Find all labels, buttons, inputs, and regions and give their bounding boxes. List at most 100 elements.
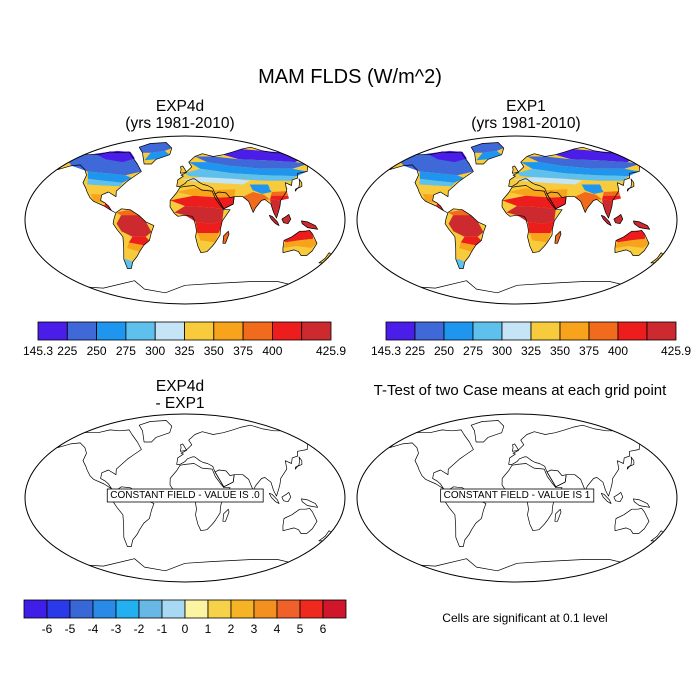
coastline-africa [169, 185, 231, 254]
panel-title-line2: - EXP1 [155, 395, 205, 413]
coastline-australia [614, 507, 650, 534]
flds-field-region [574, 192, 603, 213]
colorbar-tick-label: 425.9 [316, 344, 346, 358]
colorbar-tick-label: 275 [463, 344, 483, 358]
colorbar-swatch [501, 321, 532, 341]
map-exp4d-minus-exp1: CONSTANT FIELD - VALUE IS .0 [24, 413, 346, 583]
flds-field-region [123, 259, 133, 269]
coastline-africa [501, 185, 563, 254]
colorbar-swatch [69, 599, 94, 619]
flds-field-region [116, 215, 152, 237]
flds-field-region [270, 195, 289, 201]
map-boundary [24, 413, 346, 583]
colorbar-tick-label: -6 [42, 622, 53, 636]
flds-field-region [185, 168, 297, 181]
flds-field-region [282, 246, 313, 256]
coastline-japan [626, 178, 635, 192]
map-ttest: CONSTANT FIELD - VALUE IS 1 [356, 413, 678, 583]
coastline-sumatra [600, 214, 612, 226]
coastline-greenland [138, 142, 173, 165]
flds-field-region [281, 214, 291, 224]
panel-title-line1: EXP1 [506, 98, 546, 115]
coastline-nz [318, 530, 333, 542]
flds-field-region [180, 177, 251, 185]
coastline-eurasia [508, 424, 646, 497]
flds-field-region [476, 150, 502, 161]
flds-field-region [418, 184, 452, 195]
flds-field-region [517, 168, 629, 181]
colorbar-swatch [559, 321, 590, 341]
flds-field-region [271, 191, 289, 196]
coastline-japan [294, 178, 303, 192]
coastline-japan [294, 456, 303, 470]
coastline-newguinea [633, 220, 651, 230]
colorbar-swatch [46, 599, 71, 619]
flds-field-region [86, 184, 120, 195]
flds-field-region [174, 206, 224, 224]
coastline-nz [650, 252, 665, 264]
flds-field-region [270, 199, 281, 219]
colorbar-tick-label: -4 [88, 622, 99, 636]
panel-title-line1: EXP4d [155, 378, 205, 395]
panel-title-diff: EXP4d - EXP1 [30, 378, 330, 412]
coastline-madagascar [554, 230, 562, 244]
flds-field-region [508, 188, 568, 198]
flds-field-region [90, 193, 106, 204]
colorbar-swatch [530, 321, 561, 341]
colorbar-swatch [115, 599, 140, 619]
coastline-eurasia [176, 146, 314, 219]
coastline-uk [511, 165, 519, 174]
coastline-sumatra [268, 214, 280, 226]
colorbar-swatch [271, 321, 303, 341]
coastline-newguinea [301, 220, 319, 230]
flds-field-region [419, 171, 464, 183]
coastline-sumatra [600, 492, 612, 504]
panel-title-exp4d: EXP4d (yrs 1981-2010) [30, 98, 330, 132]
colorbar-tick-label: -2 [134, 622, 145, 636]
coastline-eurasia [176, 424, 314, 497]
flds-field-region [144, 150, 170, 161]
colorbar-swatch [138, 599, 163, 619]
colorbar-swatch [414, 321, 445, 341]
colorbar-tick-label: 2 [228, 622, 235, 636]
flds-field-region [282, 238, 317, 248]
colorbar-tick-label: -1 [157, 622, 168, 636]
svg-text:CONSTANT FIELD - VALUE IS .0: CONSTANT FIELD - VALUE IS .0 [110, 490, 260, 501]
flds-field-region [602, 195, 621, 201]
colorbar-tick-label: 4 [274, 622, 281, 636]
colorbar-swatch [96, 321, 127, 341]
coastline-namerica [389, 429, 474, 491]
panel-title-line2: (yrs 1981-2010) [125, 115, 235, 133]
flds-field-region [616, 230, 646, 243]
coastline-newguinea [633, 498, 651, 508]
flds-field-region [427, 150, 467, 163]
flds-field-region [269, 215, 280, 226]
map-exp1 [356, 135, 678, 305]
colorbar-tick-label: 400 [608, 344, 628, 358]
flds-field-region [633, 220, 650, 230]
significance-note: Cells are significant at 0.1 level [442, 611, 608, 625]
flds-field-region [526, 156, 640, 169]
coastline-madagascar [222, 508, 230, 522]
flds-field-region [87, 171, 132, 183]
map-field [57, 142, 333, 304]
coastline-arabia [546, 469, 567, 488]
coastline-arabia [214, 469, 235, 488]
flds-field-region [95, 150, 135, 163]
coastline-samerica [444, 208, 487, 269]
flds-field-region [176, 188, 236, 198]
flds-field-region [601, 182, 620, 192]
flds-field-region [527, 220, 555, 234]
flds-field-region [581, 184, 604, 194]
colorbar-tick-label: -5 [65, 622, 76, 636]
flds-field-region [197, 240, 216, 253]
colorbar-swatch [37, 321, 68, 341]
coastline-uk [511, 443, 519, 452]
coastline-namerica [389, 151, 474, 213]
map-boundary [356, 413, 678, 583]
flds-field-region [422, 193, 438, 204]
flds-field-region [127, 248, 140, 262]
constant-field-label: CONSTANT FIELD - VALUE IS 1 [440, 488, 595, 503]
flds-field-region [506, 206, 556, 224]
flds-field-region [601, 215, 612, 226]
